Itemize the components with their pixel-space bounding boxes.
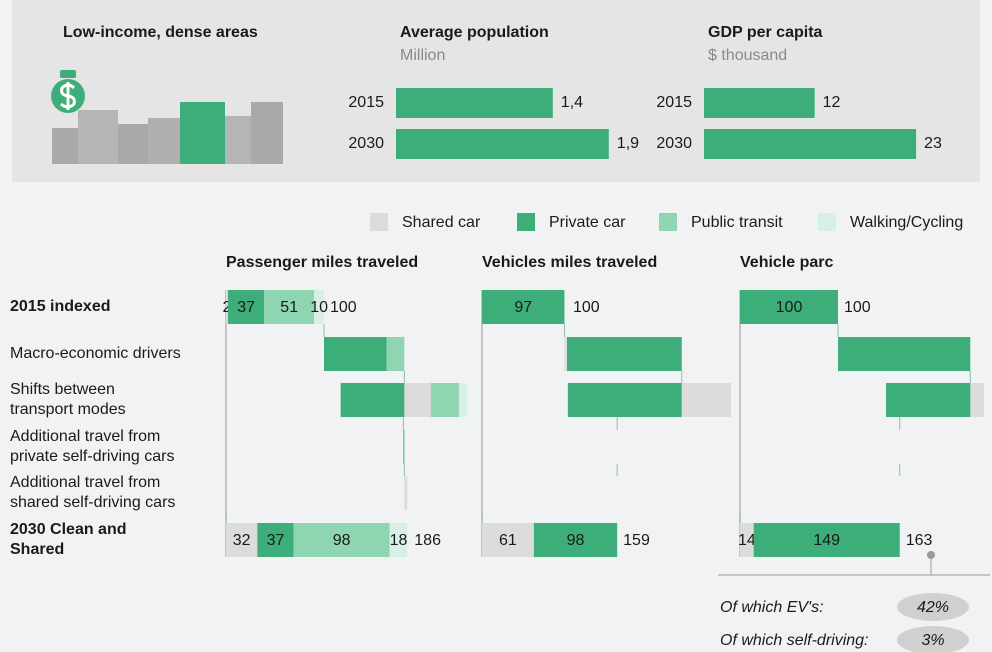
segment-label: 98 <box>333 532 351 549</box>
bar-segment <box>226 290 228 324</box>
segment-label: 98 <box>567 532 585 549</box>
bar-segment <box>257 523 294 557</box>
row-label: 2030 Clean and Shared <box>10 521 127 558</box>
legend-swatch <box>370 213 388 231</box>
segment-label: 37 <box>267 532 285 549</box>
bar-segment <box>740 523 754 557</box>
chart-title: Vehicle parc <box>740 254 833 271</box>
bar-segment <box>482 523 534 557</box>
value-label: 12 <box>823 94 841 111</box>
chart-title: Passenger miles traveled <box>226 254 418 271</box>
annotation-share: 3% <box>921 632 944 649</box>
total-label: 163 <box>906 532 933 549</box>
annotation-label: Of which self-driving: <box>720 632 869 649</box>
bar <box>704 129 917 159</box>
legend-swatch <box>517 213 535 231</box>
bar-segment <box>404 476 408 510</box>
bar-segment <box>482 290 565 324</box>
bar-segment <box>567 383 682 417</box>
annotation-share: 42% <box>917 599 949 616</box>
value-label: 1,9 <box>617 135 639 152</box>
bar-segment <box>564 337 567 371</box>
bar-segment <box>264 290 315 324</box>
chart-subtitle: $ thousand <box>708 47 787 64</box>
segment-label: 2 <box>223 299 232 316</box>
bar-segment <box>533 523 618 557</box>
category-label: 2030 <box>656 135 692 152</box>
value-label: 23 <box>924 135 942 152</box>
category-label: 2015 <box>656 94 692 111</box>
bar <box>704 88 815 118</box>
segment-label: 100 <box>776 299 803 316</box>
segment-label: 14 <box>738 532 756 549</box>
row-label: 2015 indexed <box>10 298 111 315</box>
share-badge <box>897 626 969 652</box>
legend-label: Walking/Cycling <box>850 214 963 231</box>
bar-segment <box>340 383 405 417</box>
segment-label: 10 <box>310 299 328 316</box>
row-label: Shifts between transport modes <box>10 381 126 418</box>
chart-subtitle: Million <box>400 47 445 64</box>
segment-label: 149 <box>813 532 840 549</box>
segment-label: 61 <box>499 532 517 549</box>
chart-title: Average population <box>400 24 549 41</box>
share-badge <box>897 593 969 621</box>
segment-label: 97 <box>514 299 532 316</box>
row-label: Additional travel from private self-drivi… <box>10 428 175 465</box>
bar <box>396 88 553 118</box>
bar-segment <box>404 383 431 417</box>
bar-segment <box>293 523 390 557</box>
category-label: 2030 <box>348 135 384 152</box>
bar-segment <box>324 337 387 371</box>
bar-segment <box>459 383 468 417</box>
chart-title: Vehicles miles traveled <box>482 254 657 271</box>
legend-label: Public transit <box>691 214 783 231</box>
segment-title: Low-income, dense areas <box>63 24 258 41</box>
legend-swatch <box>818 213 836 231</box>
legend-label: Shared car <box>402 214 481 231</box>
chart-title: GDP per capita <box>708 24 823 41</box>
bar-segment <box>740 290 838 324</box>
legend-swatch <box>659 213 677 231</box>
bar-segment <box>567 337 682 371</box>
bar <box>396 129 609 159</box>
legend-label: Private car <box>549 214 626 231</box>
category-label: 2015 <box>348 94 384 111</box>
city-icon <box>51 70 283 164</box>
bar-segment <box>226 523 258 557</box>
segment-label: 37 <box>237 299 255 316</box>
row-label: Additional travel from shared self-drivin… <box>10 474 175 511</box>
bar-segment <box>886 383 971 417</box>
value-label: 1,4 <box>561 94 583 111</box>
bar-segment <box>970 383 985 417</box>
segment-label: 18 <box>390 532 408 549</box>
segment-label: 32 <box>233 532 251 549</box>
annotation-pin-head <box>927 551 935 559</box>
total-label: 100 <box>573 299 600 316</box>
bar-segment <box>389 523 408 557</box>
segment-label: 51 <box>280 299 298 316</box>
row-label: Macro-economic drivers <box>10 345 181 362</box>
total-label: 100 <box>330 299 357 316</box>
bar-segment <box>314 290 324 324</box>
bar-segment <box>430 383 460 417</box>
bar-segment <box>386 337 405 371</box>
annotation-label: Of which EV's: <box>720 599 824 616</box>
bar-segment <box>403 430 405 464</box>
total-label: 100 <box>844 299 871 316</box>
bar-segment <box>227 290 265 324</box>
bar-segment <box>838 337 971 371</box>
bar-segment <box>753 523 900 557</box>
total-label: 159 <box>623 532 650 549</box>
total-label: 186 <box>414 532 441 549</box>
bar-segment <box>681 383 732 417</box>
